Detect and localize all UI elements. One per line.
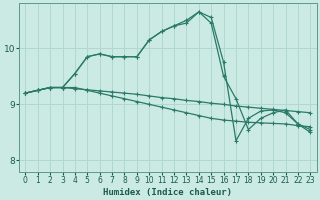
X-axis label: Humidex (Indice chaleur): Humidex (Indice chaleur) bbox=[103, 188, 232, 197]
